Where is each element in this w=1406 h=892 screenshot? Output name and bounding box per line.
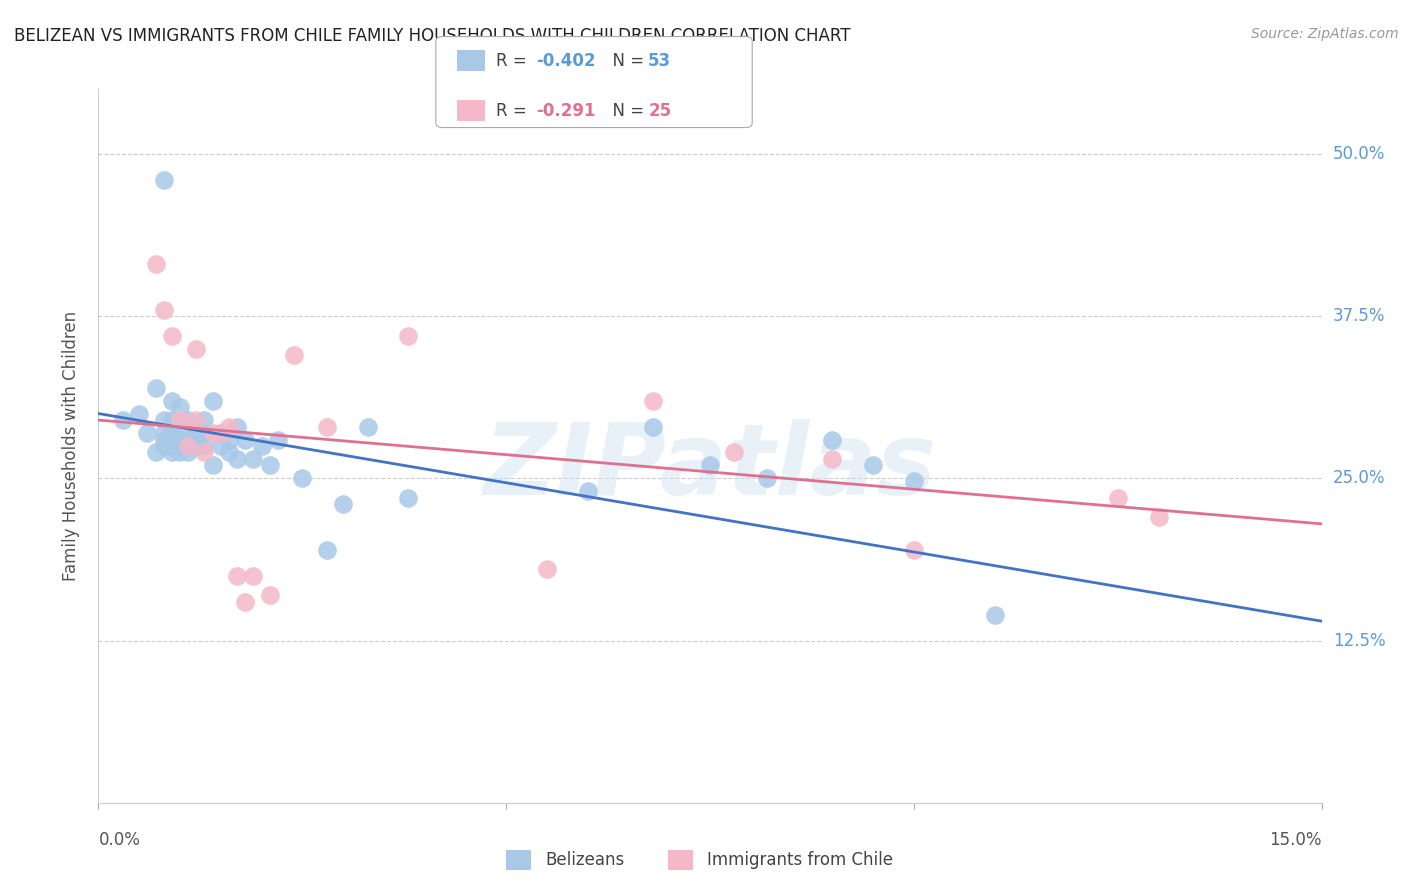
Point	[201, 458, 224, 473]
Point	[160, 393, 183, 408]
Point	[218, 445, 240, 459]
Point	[984, 607, 1007, 622]
Point	[152, 173, 174, 187]
Point	[903, 542, 925, 557]
Point	[193, 445, 215, 459]
Point	[315, 542, 337, 557]
Point	[903, 474, 925, 488]
Point	[209, 425, 232, 440]
Text: Belizeans: Belizeans	[546, 851, 624, 869]
Text: ZIPatlas: ZIPatlas	[484, 419, 936, 516]
Point	[576, 484, 599, 499]
Point	[396, 328, 419, 343]
Point	[536, 562, 558, 576]
Point	[169, 445, 191, 459]
Text: -0.291: -0.291	[536, 102, 595, 120]
Text: -0.402: -0.402	[536, 52, 595, 70]
Text: 53: 53	[648, 52, 671, 70]
Text: 37.5%: 37.5%	[1333, 307, 1385, 326]
Text: 50.0%: 50.0%	[1333, 145, 1385, 163]
Point	[193, 425, 215, 440]
Text: Immigrants from Chile: Immigrants from Chile	[707, 851, 893, 869]
Text: R =: R =	[496, 102, 533, 120]
Point	[233, 595, 256, 609]
Point	[152, 302, 174, 317]
Point	[218, 419, 240, 434]
Point	[201, 393, 224, 408]
Point	[186, 342, 208, 356]
Text: 15.0%: 15.0%	[1270, 830, 1322, 848]
Point	[699, 458, 721, 473]
Point	[291, 471, 314, 485]
Point	[641, 419, 664, 434]
Point	[193, 413, 215, 427]
Point	[152, 413, 174, 427]
Point	[201, 425, 224, 440]
Point	[267, 433, 290, 447]
Point	[821, 452, 844, 467]
Point	[226, 568, 249, 582]
Text: 0.0%: 0.0%	[98, 830, 141, 848]
Point	[177, 433, 200, 447]
Point	[862, 458, 884, 473]
Point	[169, 413, 191, 427]
Text: N =: N =	[602, 102, 650, 120]
Text: 12.5%: 12.5%	[1333, 632, 1385, 649]
Point	[356, 419, 378, 434]
Point	[242, 452, 264, 467]
Point	[218, 433, 240, 447]
Point	[177, 445, 200, 459]
Y-axis label: Family Households with Children: Family Households with Children	[62, 311, 80, 581]
Text: 25: 25	[648, 102, 671, 120]
Point	[723, 445, 745, 459]
Point	[160, 413, 183, 427]
Point	[641, 393, 664, 408]
Point	[186, 439, 208, 453]
Point	[283, 348, 305, 362]
Point	[128, 407, 150, 421]
Point	[160, 445, 183, 459]
Point	[111, 413, 134, 427]
Point	[160, 425, 183, 440]
Point	[226, 452, 249, 467]
Point	[145, 257, 167, 271]
Text: R =: R =	[496, 52, 533, 70]
Point	[250, 439, 273, 453]
Point	[193, 439, 215, 453]
Point	[186, 419, 208, 434]
Point	[209, 425, 232, 440]
Point	[169, 433, 191, 447]
Point	[209, 439, 232, 453]
Point	[177, 413, 200, 427]
Point	[821, 433, 844, 447]
Point	[169, 400, 191, 414]
Text: Source: ZipAtlas.com: Source: ZipAtlas.com	[1251, 27, 1399, 41]
Point	[177, 439, 200, 453]
Point	[186, 425, 208, 440]
Point	[160, 328, 183, 343]
Point	[145, 381, 167, 395]
Point	[242, 568, 264, 582]
Point	[396, 491, 419, 505]
Text: BELIZEAN VS IMMIGRANTS FROM CHILE FAMILY HOUSEHOLDS WITH CHILDREN CORRELATION CH: BELIZEAN VS IMMIGRANTS FROM CHILE FAMILY…	[14, 27, 851, 45]
Text: N =: N =	[602, 52, 650, 70]
Point	[152, 433, 174, 447]
Point	[226, 419, 249, 434]
Point	[160, 439, 183, 453]
Point	[259, 458, 281, 473]
Point	[136, 425, 159, 440]
Point	[259, 588, 281, 602]
Point	[233, 433, 256, 447]
Text: 25.0%: 25.0%	[1333, 469, 1385, 487]
Point	[169, 419, 191, 434]
Point	[152, 439, 174, 453]
Point	[145, 445, 167, 459]
Point	[332, 497, 354, 511]
Point	[315, 419, 337, 434]
Point	[1107, 491, 1129, 505]
Point	[152, 425, 174, 440]
Point	[186, 413, 208, 427]
Point	[1147, 510, 1170, 524]
Point	[756, 471, 779, 485]
